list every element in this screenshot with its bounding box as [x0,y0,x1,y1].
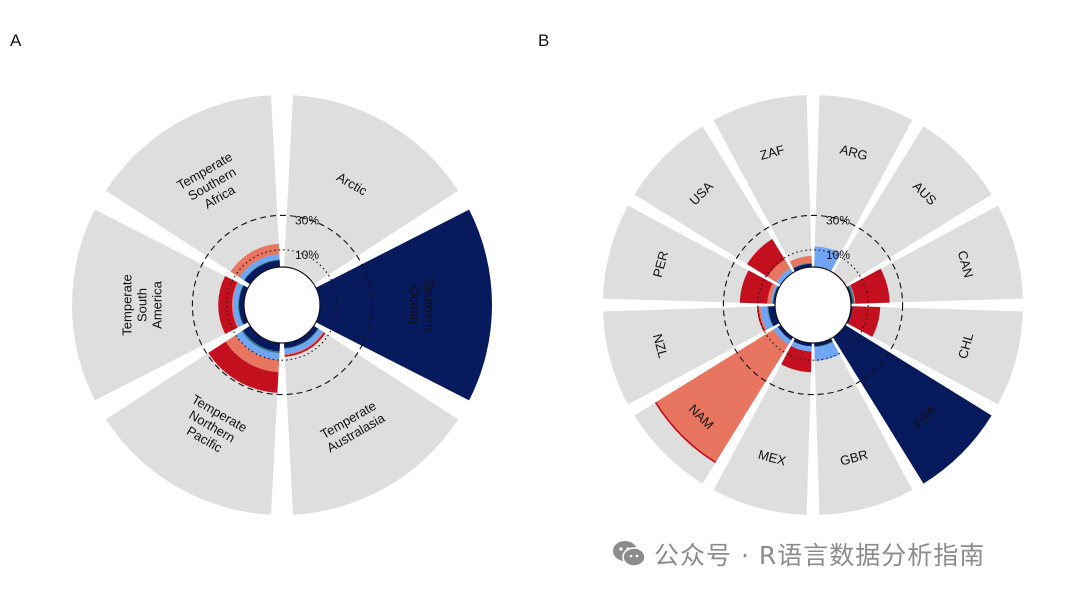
category-label-temperate-south-america: TemperateSouthAmerica [120,274,165,335]
bar-per-series-1 [772,285,779,304]
background-bar-arctic [283,95,459,285]
bar-can-series-3 [849,284,856,304]
bar-chl-series-4 [847,306,881,337]
bar-nam-series-0 [777,324,794,341]
bar-usa-series-3 [767,259,791,283]
bar-nzl-series-1 [767,306,774,327]
bar-usa-series-2 [776,268,794,286]
reference-ring-label-10: 10% [295,248,319,262]
category-label-mex: MEX [757,447,788,469]
bar-temperate-southern-africa-series-2 [239,254,280,281]
reference-ring-30 [722,214,904,396]
bar-gbr-series-1 [814,341,834,348]
bar-nzl-series-4 [756,306,766,332]
bar-can-series-4 [850,268,890,304]
category-label-per: PER [650,249,671,279]
bar-usa-series-4 [747,239,785,277]
background-bar-gbr [814,338,913,515]
bar-temperate-south-america-series-3 [231,282,239,328]
background-bar-aus [832,126,992,286]
background-bar-zaf [713,95,812,272]
background-bar-temperate-australasia [283,325,459,515]
bar-per-series-3 [767,283,776,304]
bar-temperate-south-america-series-1 [237,285,244,325]
center-hole [774,266,852,344]
bar-zaf-series-3 [789,255,812,268]
bar-zaf-series-1 [792,262,812,269]
background-bar-temperate-southern-africa [105,95,281,285]
bar-temperate-northern-pacific-series-3 [225,335,280,373]
category-label-zaf: ZAF [758,142,786,163]
bar-mex-series-2 [790,341,812,352]
category-label-arg: ARG [838,142,869,164]
polar-chart-a: 10%30%ArcticSouthernOceanTemperateAustra… [72,95,492,515]
reference-ring-label-30: 30% [295,213,319,227]
bar-can-series-1 [847,285,855,304]
polar-chart-b: 10%30%ARGAUSCANCHLFRAGBRMEXNAMNZLPERUSAZ… [603,95,1023,515]
category-label-chl: CHL [955,331,976,360]
background-bar-per [603,205,780,304]
bar-temperate-northern-pacific-series-2 [235,331,280,361]
category-label-southern-ocean: SouthernOcean [407,279,437,332]
watermark-text: 公众号 · R语言数据分析指南 [654,541,986,570]
bar-temperate-northern-pacific-series-0 [242,325,281,352]
bar-per-series-4 [739,270,773,304]
category-label-nzl: NZL [650,332,671,360]
background-bar-can [846,205,1023,304]
watermark: 公众号 · R语言数据分析指南 [612,536,985,574]
bar-arg-series-2 [814,246,841,272]
bar-mex-series-4 [781,346,812,373]
reference-ring-label-30: 30% [826,213,850,227]
panel-label-a: A [10,31,22,50]
background-bar-temperate-south-america [72,209,249,401]
bar-temperate-australasia-series-2 [284,328,324,355]
bar-temperate-northern-pacific-series-4 [208,341,279,393]
background-bar-usa [634,126,794,286]
wechat-icon [612,540,646,574]
bar-nzl-series-2 [760,306,773,330]
bar-fra-series-0 [832,324,992,484]
background-bar-nzl [603,306,780,405]
bar-nam-series-2 [773,326,792,345]
bar-temperate-south-america-series-4 [218,276,238,334]
reference-ring-label-10: 10% [826,248,850,262]
bar-nam-series-3 [656,329,789,462]
background-bar-mex [713,338,812,515]
bar-nzl-series-3 [758,306,767,331]
background-bar-chl [846,306,1023,405]
panel-label-b: B [538,31,550,50]
reference-ring-10 [757,249,869,361]
bar-southern-ocean-series-0 [315,209,492,401]
category-label-gbr: GBR [838,447,869,469]
background-bar-arg [814,95,913,272]
center-hole [243,266,321,344]
reference-ring-10 [226,249,338,361]
bar-temperate-southern-africa-series-3 [230,243,280,278]
category-label-can: CAN [955,249,977,279]
bar-temperate-south-america-series-2 [232,282,243,328]
bar-gbr-series-2 [814,342,840,362]
reference-ring-30 [191,214,373,396]
bar-per-series-2 [770,284,778,304]
bar-nzl-series-0 [768,306,780,327]
